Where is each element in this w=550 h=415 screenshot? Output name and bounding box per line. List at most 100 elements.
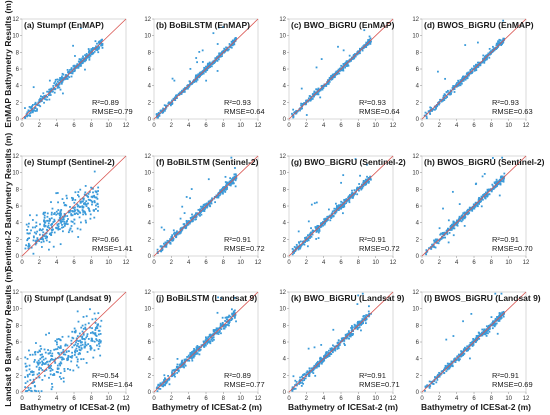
data-point	[359, 47, 361, 50]
data-point	[474, 341, 477, 344]
data-point	[87, 202, 89, 205]
r2-label: R²=0.93	[224, 98, 251, 107]
data-point	[369, 42, 372, 45]
data-point	[79, 211, 82, 214]
data-point	[315, 93, 317, 95]
data-point	[76, 310, 79, 313]
y-tick-label: 2	[283, 100, 287, 106]
data-point	[94, 322, 97, 324]
data-point	[61, 218, 64, 221]
data-point	[77, 236, 80, 238]
data-point	[345, 337, 347, 340]
data-point	[487, 324, 490, 327]
y-tick-label: 8	[148, 187, 152, 193]
data-point	[218, 26, 220, 29]
data-point	[162, 107, 164, 110]
data-point	[89, 217, 92, 220]
data-point	[53, 373, 55, 375]
data-point	[315, 66, 318, 69]
data-point	[85, 59, 87, 61]
data-point	[468, 206, 471, 209]
data-point	[53, 82, 56, 85]
y-tick-label: 2	[148, 100, 152, 106]
data-point	[228, 319, 231, 322]
data-point	[344, 200, 346, 203]
data-point	[175, 231, 178, 234]
data-point	[165, 245, 168, 248]
data-point	[66, 69, 69, 71]
data-point	[442, 233, 445, 236]
data-point	[167, 102, 170, 105]
data-point	[34, 101, 37, 104]
x-tick-label: 2	[438, 260, 442, 266]
data-point	[27, 114, 30, 117]
data-point	[41, 369, 44, 371]
data-point	[192, 352, 194, 355]
data-point	[361, 183, 363, 186]
data-point	[483, 173, 486, 175]
data-point	[300, 87, 303, 90]
x-tick-label: 0	[20, 260, 24, 266]
data-point	[345, 63, 348, 66]
data-point	[490, 52, 492, 55]
data-point	[482, 332, 485, 335]
data-point	[328, 81, 331, 83]
data-point	[337, 345, 340, 347]
data-point	[312, 229, 315, 232]
data-point	[332, 76, 334, 79]
data-point	[315, 201, 318, 204]
data-point	[39, 357, 42, 360]
data-point	[93, 349, 96, 352]
y-tick-label: 10	[12, 34, 19, 40]
data-point	[216, 59, 219, 62]
y-tick-label: 8	[148, 323, 152, 329]
data-point	[348, 60, 351, 63]
x-tick-label: 6	[339, 123, 343, 129]
y-tick-label: 8	[416, 323, 420, 329]
data-point	[69, 227, 72, 230]
data-point	[181, 205, 184, 208]
data-point	[305, 373, 308, 376]
data-point	[62, 377, 65, 380]
data-point	[35, 221, 38, 224]
data-point	[204, 339, 207, 341]
data-point	[337, 209, 340, 211]
data-point	[325, 217, 328, 220]
data-point	[356, 322, 359, 324]
x-tick-label: 12	[255, 123, 262, 129]
data-point	[221, 50, 224, 53]
data-point	[304, 377, 307, 380]
data-point	[364, 183, 366, 186]
data-point	[60, 82, 63, 85]
data-point	[25, 390, 27, 393]
data-point	[357, 294, 360, 297]
data-point	[367, 40, 370, 43]
data-point	[31, 382, 33, 385]
data-point	[44, 224, 47, 227]
data-point	[181, 228, 184, 231]
data-point	[480, 334, 483, 337]
data-point	[65, 76, 68, 79]
data-point	[32, 371, 35, 373]
data-point	[62, 92, 64, 95]
data-point	[77, 60, 80, 63]
data-point	[437, 101, 440, 104]
data-point	[40, 356, 43, 359]
data-point	[440, 232, 442, 235]
data-point	[485, 325, 488, 328]
data-point	[91, 201, 94, 204]
data-point	[342, 67, 345, 70]
data-point	[199, 212, 202, 215]
data-point	[444, 231, 446, 234]
data-point	[193, 79, 196, 82]
data-point	[209, 340, 212, 343]
y-tick-label: 12	[12, 17, 19, 23]
data-point	[87, 207, 90, 209]
x-tick-label: 4	[322, 123, 326, 129]
data-point	[212, 329, 215, 331]
data-point	[465, 73, 468, 75]
data-point	[455, 83, 457, 86]
data-point	[324, 217, 327, 220]
